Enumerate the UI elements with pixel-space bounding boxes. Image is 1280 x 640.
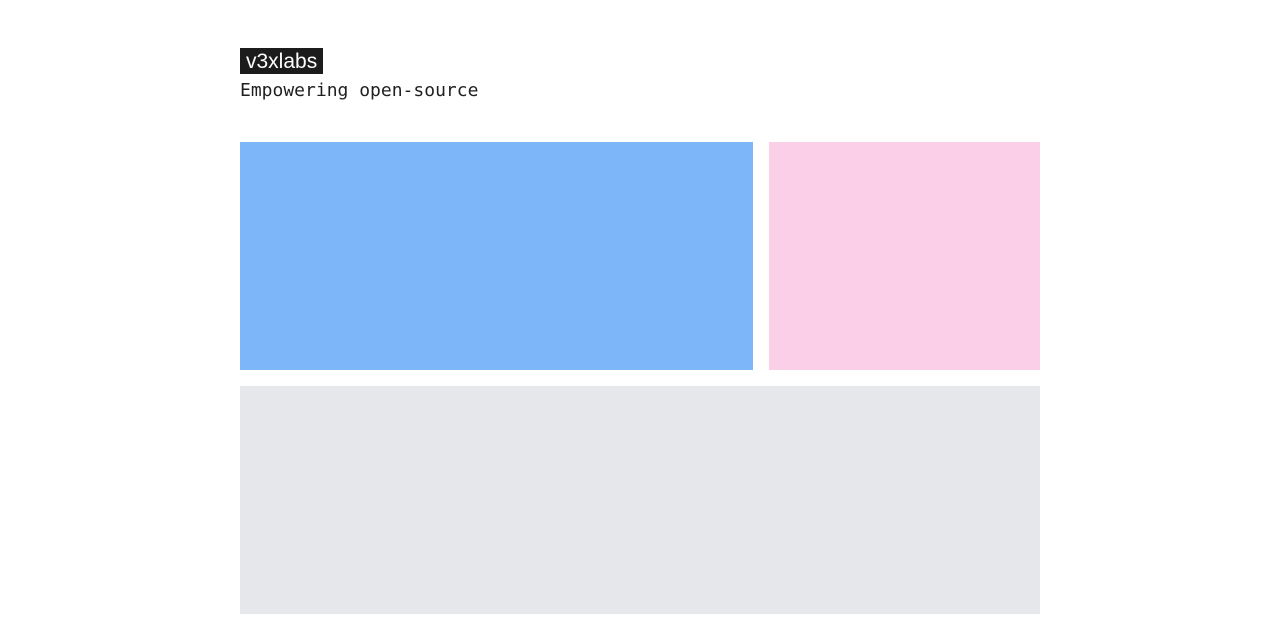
site-logo[interactable]: v3xlabs (240, 48, 323, 74)
bottom-panel[interactable] (240, 386, 1040, 614)
site-tagline: Empowering open-source (240, 79, 1040, 103)
content-grid (240, 142, 1040, 614)
top-row (240, 142, 1040, 370)
page-container: v3xlabs Empowering open-source (240, 48, 1040, 103)
side-panel[interactable] (769, 142, 1040, 370)
featured-panel[interactable] (240, 142, 753, 370)
